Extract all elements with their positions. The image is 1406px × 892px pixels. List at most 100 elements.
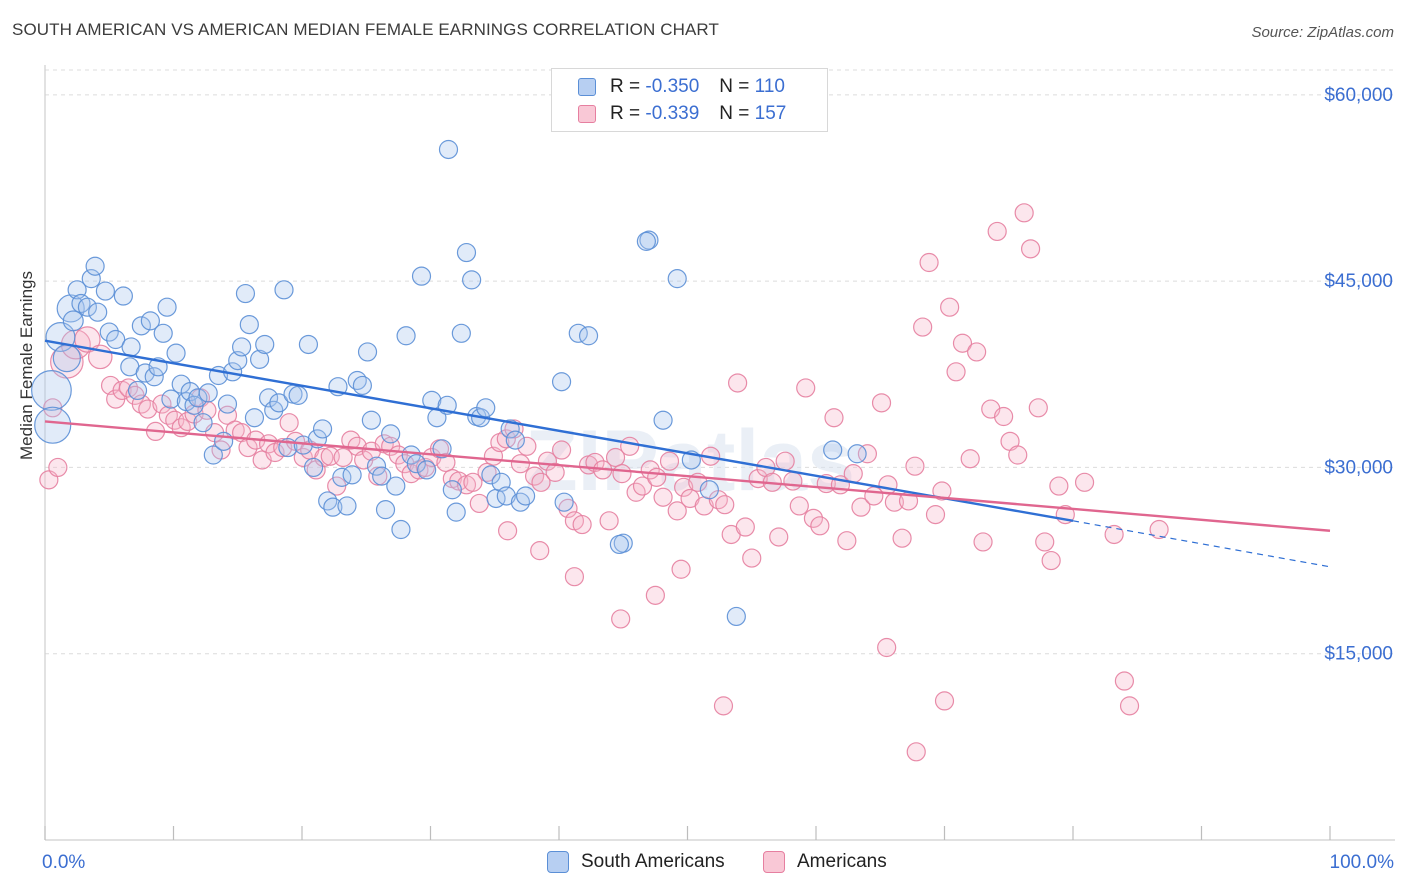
legend-n-label: N = bbox=[719, 103, 750, 124]
americans-point bbox=[932, 481, 952, 501]
legend-row-south-americans: R = -0.350 N = 110 bbox=[578, 76, 785, 98]
americans-point bbox=[713, 696, 734, 716]
americans-point bbox=[517, 436, 537, 456]
south-americans-point bbox=[166, 343, 186, 363]
americans-point bbox=[913, 317, 933, 337]
south-americans-points bbox=[31, 139, 867, 627]
south-americans-point bbox=[99, 322, 119, 342]
legend-r-value: -0.339 bbox=[645, 103, 700, 124]
south-americans-point bbox=[361, 410, 381, 430]
south-americans-point bbox=[153, 323, 173, 343]
americans-point bbox=[934, 691, 955, 711]
bottom-legend-swatch-pink bbox=[763, 851, 785, 873]
south-americans-point bbox=[52, 344, 81, 373]
source-label: Source: ZipAtlas.com bbox=[1251, 24, 1394, 41]
americans-point bbox=[564, 567, 585, 587]
south-americans-point bbox=[456, 242, 477, 263]
bottom-legend-label: South Americans bbox=[581, 851, 725, 872]
south-americans-point bbox=[823, 440, 843, 460]
south-americans-point bbox=[432, 439, 452, 459]
americans-point bbox=[810, 516, 830, 536]
americans-point bbox=[510, 454, 531, 474]
south-americans-point bbox=[366, 456, 387, 476]
americans-point bbox=[611, 609, 631, 629]
south-americans-point bbox=[653, 410, 673, 430]
south-americans-point bbox=[386, 476, 406, 496]
americans-point bbox=[138, 399, 158, 419]
south-americans-point bbox=[554, 492, 574, 512]
south-americans-point bbox=[609, 534, 629, 555]
americans-point bbox=[952, 333, 973, 353]
south-americans-point bbox=[303, 457, 324, 478]
americans-point bbox=[620, 436, 640, 456]
south-americans-point bbox=[88, 302, 108, 322]
legend-row-americans: R = -0.339 N = 157 bbox=[578, 103, 786, 125]
south-americans-point bbox=[381, 424, 401, 444]
americans-point bbox=[632, 476, 653, 496]
americans-point bbox=[674, 477, 694, 497]
americans-point bbox=[217, 405, 238, 425]
americans-point bbox=[857, 444, 878, 464]
americans-point bbox=[671, 559, 691, 579]
americans-point bbox=[605, 447, 626, 468]
americans-point bbox=[1149, 519, 1169, 540]
americans-point bbox=[551, 440, 572, 460]
south-americans-point bbox=[551, 372, 572, 392]
south-americans-point bbox=[375, 500, 396, 520]
americans-point bbox=[715, 495, 735, 515]
south-americans-point bbox=[269, 393, 289, 413]
south-americans-point bbox=[56, 294, 85, 323]
americans-point bbox=[824, 408, 844, 428]
south-americans-point bbox=[462, 270, 482, 290]
south-americans-point bbox=[726, 606, 746, 627]
south-americans-point bbox=[203, 445, 223, 465]
south-americans-point bbox=[127, 380, 148, 401]
americans-point bbox=[906, 742, 926, 762]
south-americans-point bbox=[95, 281, 115, 301]
axes bbox=[44, 65, 1395, 841]
south-americans-point bbox=[391, 519, 411, 540]
americans-point bbox=[158, 405, 178, 425]
bottom-legend-south-americans: South Americans bbox=[547, 851, 725, 873]
americans-point bbox=[973, 532, 993, 552]
south-americans-point bbox=[667, 269, 687, 289]
americans-point bbox=[769, 527, 789, 547]
americans-point bbox=[545, 462, 565, 482]
americans-point bbox=[1074, 472, 1095, 492]
americans-point bbox=[469, 493, 489, 514]
americans-point bbox=[659, 451, 680, 471]
legend-n-value: 110 bbox=[754, 76, 785, 97]
legend-r-value: -0.350 bbox=[645, 76, 700, 97]
bottom-legend-label: Americans bbox=[797, 851, 887, 872]
south-americans-point bbox=[496, 486, 516, 506]
americans-point bbox=[878, 475, 898, 495]
south-americans-point bbox=[274, 280, 294, 300]
americans-point bbox=[837, 531, 857, 551]
south-americans-point bbox=[312, 419, 333, 439]
americans-point bbox=[940, 297, 960, 317]
south-americans-point bbox=[34, 406, 72, 444]
americans-point bbox=[1114, 671, 1135, 691]
south-americans-point bbox=[406, 454, 426, 474]
y-tick-label: $60,000 bbox=[1324, 85, 1393, 106]
americans-point bbox=[1104, 524, 1124, 545]
americans-point bbox=[599, 511, 619, 531]
americans-trendline bbox=[44, 420, 1331, 532]
y-tick-label: $45,000 bbox=[1324, 271, 1393, 292]
south-americans-point bbox=[140, 311, 160, 331]
south-americans-point bbox=[417, 460, 437, 480]
south-americans-point bbox=[31, 370, 72, 411]
americans-point bbox=[1049, 476, 1069, 496]
grid-lines bbox=[45, 69, 1395, 655]
americans-point bbox=[919, 252, 939, 273]
americans-point bbox=[333, 447, 353, 468]
x-tick-label-max: 100.0% bbox=[1329, 852, 1394, 873]
south-americans-point bbox=[451, 323, 471, 343]
y-tick-label: $30,000 bbox=[1324, 457, 1393, 478]
south-americans-point bbox=[342, 465, 362, 485]
americans-point bbox=[967, 342, 987, 362]
south-americans-point bbox=[481, 465, 501, 485]
south-americans-point bbox=[699, 480, 719, 500]
americans-point bbox=[1035, 532, 1055, 552]
americans-point bbox=[742, 548, 762, 568]
